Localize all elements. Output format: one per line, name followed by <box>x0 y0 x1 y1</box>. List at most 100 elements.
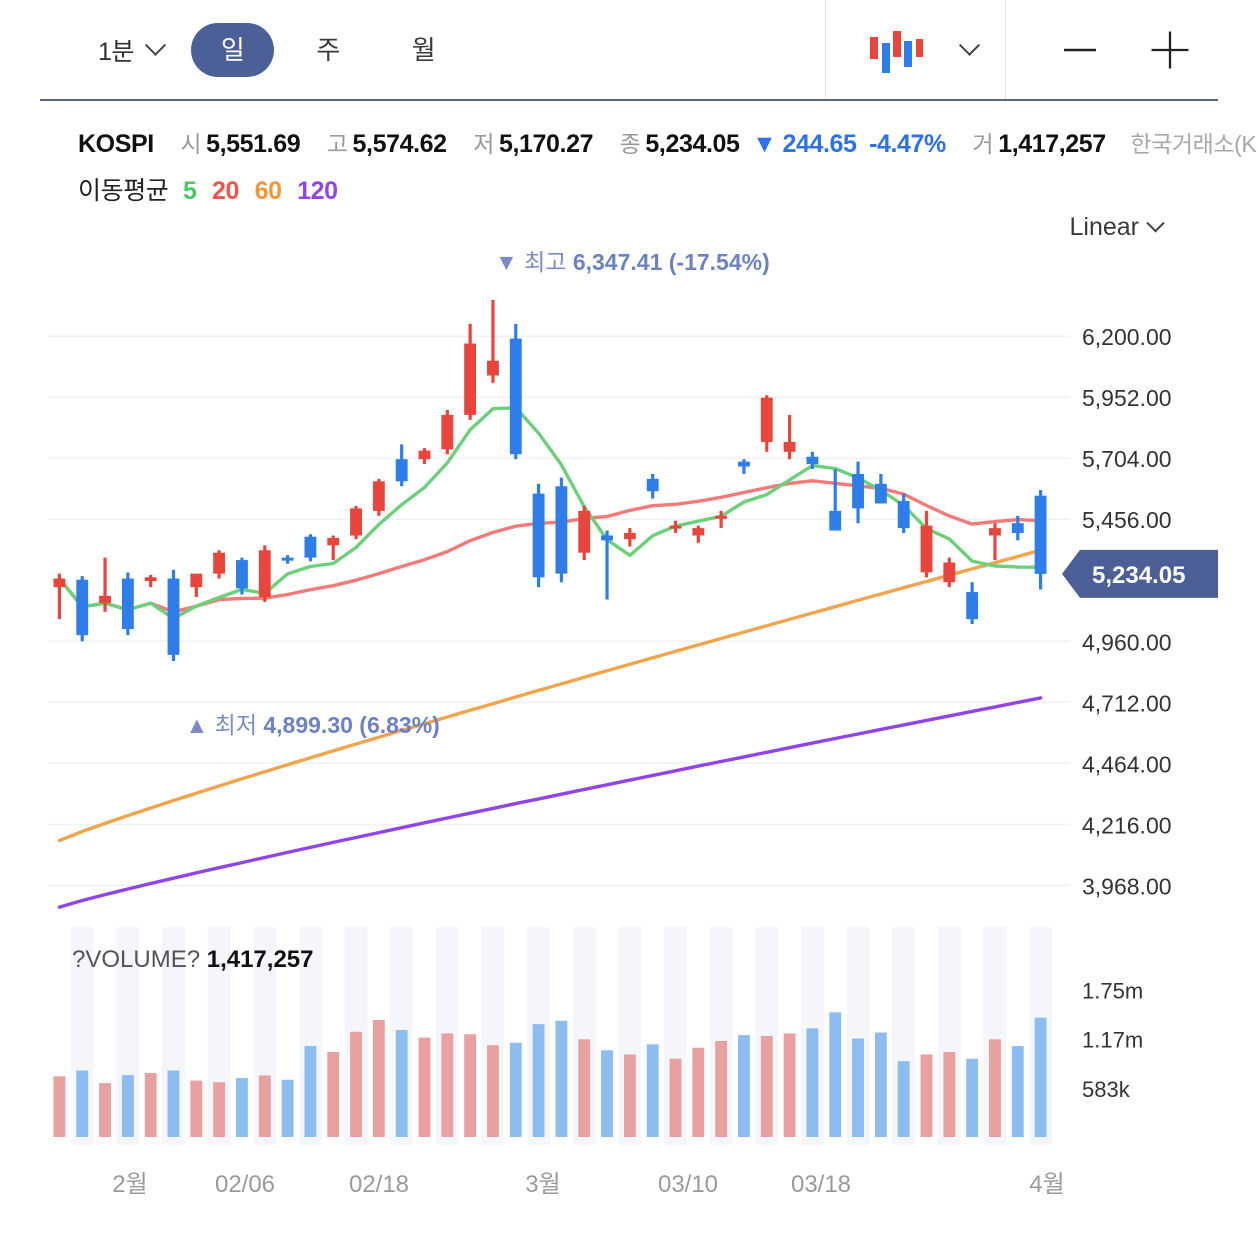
candle-body[interactable] <box>372 481 385 511</box>
candle-body[interactable] <box>920 525 933 573</box>
candle-body[interactable] <box>532 493 545 578</box>
volume-bar[interactable] <box>236 1078 248 1137</box>
candle-body[interactable] <box>578 510 591 553</box>
chart-type-dropdown[interactable] <box>826 0 1005 99</box>
candle-body[interactable] <box>418 450 431 460</box>
candle-body[interactable] <box>760 397 773 442</box>
candle-body[interactable] <box>669 525 682 529</box>
volume-bar[interactable] <box>692 1047 705 1137</box>
candle-body[interactable] <box>464 343 477 415</box>
candle-body[interactable] <box>395 459 408 482</box>
candle-body[interactable] <box>783 441 796 452</box>
candle-body[interactable] <box>601 535 613 541</box>
volume-bar[interactable] <box>213 1082 226 1137</box>
volume-bar[interactable] <box>1011 1046 1024 1137</box>
volume-bar[interactable] <box>578 1039 591 1137</box>
price-volume-chart[interactable]: 6,200.00 5,952.00 5,704.00 5,456.00 4,960.00… <box>40 207 1218 1217</box>
zoom-out-button[interactable] <box>1058 28 1102 72</box>
volume-bar[interactable] <box>190 1080 203 1137</box>
candle-body[interactable] <box>852 473 864 509</box>
volume-bar[interactable] <box>920 1054 933 1137</box>
volume-bar[interactable] <box>874 1032 887 1137</box>
tab-week[interactable]: 주 <box>316 34 340 65</box>
volume-bar[interactable] <box>372 1019 385 1137</box>
candle-body[interactable] <box>236 560 248 589</box>
candle-body[interactable] <box>738 461 750 467</box>
tab-month[interactable]: 월 <box>411 34 436 65</box>
candle-body[interactable] <box>144 577 157 582</box>
volume-bar[interactable] <box>646 1044 659 1137</box>
candle-body[interactable] <box>350 508 362 536</box>
scale-type-dropdown[interactable]: Linear <box>1070 213 1165 242</box>
candle-body[interactable] <box>53 578 66 588</box>
volume-bar[interactable] <box>509 1042 522 1137</box>
ma-120-legend[interactable]: 120 <box>297 177 338 205</box>
volume-bar[interactable] <box>464 1034 477 1137</box>
ma-60-legend[interactable]: 60 <box>254 177 282 205</box>
candle-body[interactable] <box>99 595 111 604</box>
candle-body[interactable] <box>1034 495 1047 574</box>
volume-bar[interactable] <box>943 1051 956 1137</box>
volume-bar[interactable] <box>829 1012 842 1137</box>
candle-body[interactable] <box>966 592 979 620</box>
candle-body[interactable] <box>441 414 454 450</box>
volume-bar[interactable] <box>99 1083 111 1137</box>
candle-body[interactable] <box>806 456 819 465</box>
volume-bar[interactable] <box>783 1033 796 1137</box>
zoom-in-button[interactable] <box>1148 28 1192 72</box>
candle-body[interactable] <box>190 573 203 588</box>
tab-day[interactable]: 일 <box>190 22 275 77</box>
volume-bar[interactable] <box>806 1028 819 1137</box>
volume-bar[interactable] <box>601 1050 613 1137</box>
volume-bar[interactable] <box>395 1030 408 1137</box>
candle-body[interactable] <box>623 533 636 540</box>
candle-body[interactable] <box>167 578 180 655</box>
candle-body[interactable] <box>213 552 226 574</box>
candle-body[interactable] <box>1011 523 1024 534</box>
ma-5-legend[interactable]: 5 <box>182 177 197 205</box>
volume-bar[interactable] <box>487 1045 499 1137</box>
volume-bar[interactable] <box>852 1038 864 1137</box>
volume-bar[interactable] <box>121 1075 134 1137</box>
candle-body[interactable] <box>76 579 89 636</box>
volume-bar[interactable] <box>738 1035 750 1137</box>
candle-body[interactable] <box>989 528 1001 536</box>
volume-bar[interactable] <box>304 1046 317 1137</box>
volume-bar[interactable] <box>760 1035 773 1137</box>
volume-bar[interactable] <box>167 1070 180 1137</box>
volume-bar[interactable] <box>441 1033 454 1137</box>
candle-body[interactable] <box>829 510 842 531</box>
volume-bar[interactable] <box>555 1020 568 1137</box>
volume-bar[interactable] <box>258 1075 271 1137</box>
volume-bar[interactable] <box>327 1051 340 1137</box>
candle-body[interactable] <box>509 338 522 455</box>
volume-bar[interactable] <box>76 1070 89 1137</box>
ma-20-legend[interactable]: 20 <box>212 177 240 205</box>
volume-bar[interactable] <box>350 1031 362 1137</box>
candle-body[interactable] <box>555 486 568 574</box>
volume-bar[interactable] <box>897 1061 910 1137</box>
volume-bar[interactable] <box>989 1039 1001 1137</box>
candle-body[interactable] <box>646 478 659 492</box>
candle-body[interactable] <box>304 536 317 558</box>
volume-bar[interactable] <box>669 1058 682 1137</box>
candle-body[interactable] <box>258 550 271 597</box>
volume-bar[interactable] <box>532 1024 545 1137</box>
candle-body[interactable] <box>715 515 728 519</box>
candle-body[interactable] <box>943 562 956 583</box>
candle-body[interactable] <box>692 528 705 536</box>
volume-bar[interactable] <box>53 1076 66 1137</box>
volume-bar[interactable] <box>623 1054 636 1137</box>
volume-bar[interactable] <box>966 1058 979 1137</box>
volume-bar[interactable] <box>1034 1017 1047 1137</box>
candle-body[interactable] <box>487 360 499 376</box>
interval-dropdown[interactable]: 1분 <box>40 32 177 68</box>
volume-bar[interactable] <box>281 1079 294 1137</box>
candle-body[interactable] <box>281 557 294 561</box>
candle-body[interactable] <box>121 578 134 629</box>
volume-bar[interactable] <box>418 1037 431 1137</box>
candle-body[interactable] <box>874 483 887 504</box>
volume-bar[interactable] <box>144 1073 157 1137</box>
candle-body[interactable] <box>897 501 910 529</box>
candle-body[interactable] <box>327 537 340 546</box>
